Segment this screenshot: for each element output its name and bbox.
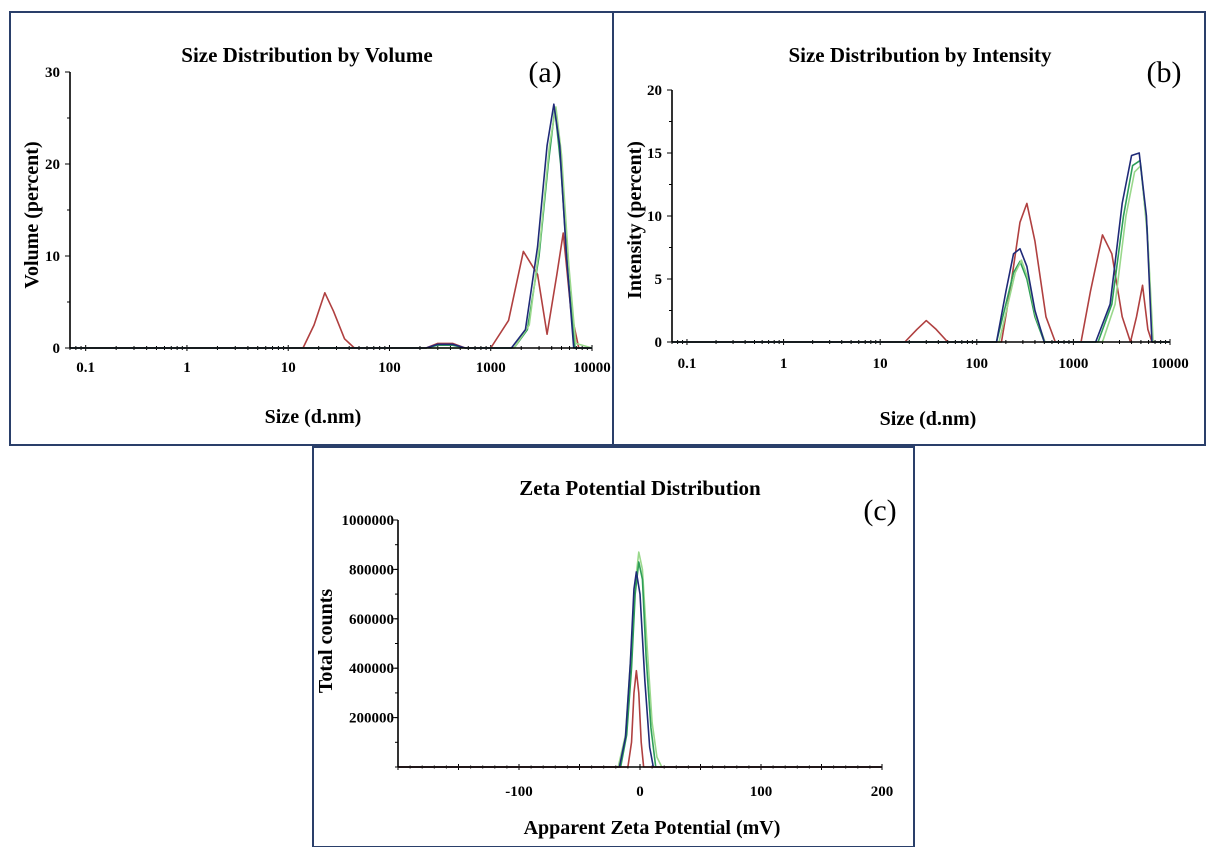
chart-b-x-axis-title: Size (d.nm) [880,408,977,430]
chart-c-x-tick-label: 200 [871,784,894,800]
chart-b-x-tick-label: 1000 [1058,356,1088,372]
chart-b-x-tick-label: 100 [966,356,989,372]
chart-c-y-axis-title: Total counts [315,589,337,694]
chart-c-x-tick-label: -100 [505,784,533,800]
chart-c-y-tick-label: 600000 [349,612,394,628]
chart-c-series-line-2 [398,561,882,768]
chart-b-y-tick-label: 10 [647,209,662,225]
chart-a-plot-area [70,103,593,349]
chart-b-y-axis-title: Intensity (percent) [624,141,646,299]
chart-a-x-tick-label: 1000 [476,360,506,376]
chart-a-x-tick-label: 10000 [573,360,611,376]
chart-a-axes [69,72,592,349]
chart-c-y-tick-label: 800000 [349,562,394,578]
chart-c-series-line-3 [398,571,882,768]
chart-a-panel-label: (a) [528,56,561,89]
panel-a-frame [9,11,614,446]
chart-c-y-tick-label: 200000 [349,711,394,727]
chart-b-x-tick-label: 10000 [1151,356,1189,372]
panel-b-frame [612,11,1206,446]
chart-a-x-tick-label: 100 [378,360,401,376]
chart-a-y-axis-title: Volume (percent) [21,141,43,288]
chart-a-x-tick-label: 1 [183,360,191,376]
chart-a-x-axis-title: Size (d.nm) [265,406,362,428]
chart-b-ticks: 0.1 1 10 100 1000 10000 0 5 10 15 20 [647,83,1189,372]
chart-c-series-line-4 [398,669,882,768]
chart-c-plot-area [398,551,882,768]
chart-c-axes [397,520,882,768]
chart-c-x-axis-title: Apparent Zeta Potential (mV) [524,817,781,839]
chart-a-series-line-3 [70,106,593,349]
chart-a-title: Size Distribution by Volume [181,43,432,67]
chart-a-y-tick-label: 0 [53,341,61,357]
chart-a-y-tick-label: 10 [45,249,60,265]
chart-b-y-tick-label: 0 [655,335,663,351]
chart-c-panel-label: (c) [863,494,896,527]
chart-b-title: Size Distribution by Intensity [788,43,1052,67]
chart-b-y-tick-label: 15 [647,146,662,162]
chart-b-axes [671,90,1170,343]
chart-a-x-tick-label: 10 [281,360,296,376]
chart-c-x-tick-label: 100 [750,784,773,800]
chart-b-x-tick-label: 1 [780,356,788,372]
chart-b-y-tick-label: 5 [655,272,663,288]
chart-b-x-tick-label: 0.1 [678,356,697,372]
chart-b-series-line-1 [672,202,1170,343]
chart-b-y-tick-label: 20 [647,83,662,99]
chart-c-title: Zeta Potential Distribution [519,476,761,500]
chart-a-x-tick-label: 0.1 [76,360,95,376]
panel-c-frame [312,446,915,847]
chart-a-y-tick-label: 20 [45,157,60,173]
chart-c-y-tick-label: 400000 [349,661,394,677]
chart-b-x-tick-label: 10 [873,356,888,372]
chart-c-x-tick-label: 0 [636,784,644,800]
chart-panel-b: Size Distribution by Intensity (b) Size … [612,11,1206,446]
chart-a-series-line-4 [70,103,592,349]
chart-c-y-tick-label: 1000000 [342,513,395,529]
chart-panel-c: Zeta Potential Distribution (c) Apparent… [312,446,915,847]
chart-b-panel-label: (b) [1147,56,1182,89]
chart-a-y-tick-label: 30 [45,65,60,81]
chart-panel-a: Size Distribution by Volume (a) Size (d.… [9,11,614,446]
